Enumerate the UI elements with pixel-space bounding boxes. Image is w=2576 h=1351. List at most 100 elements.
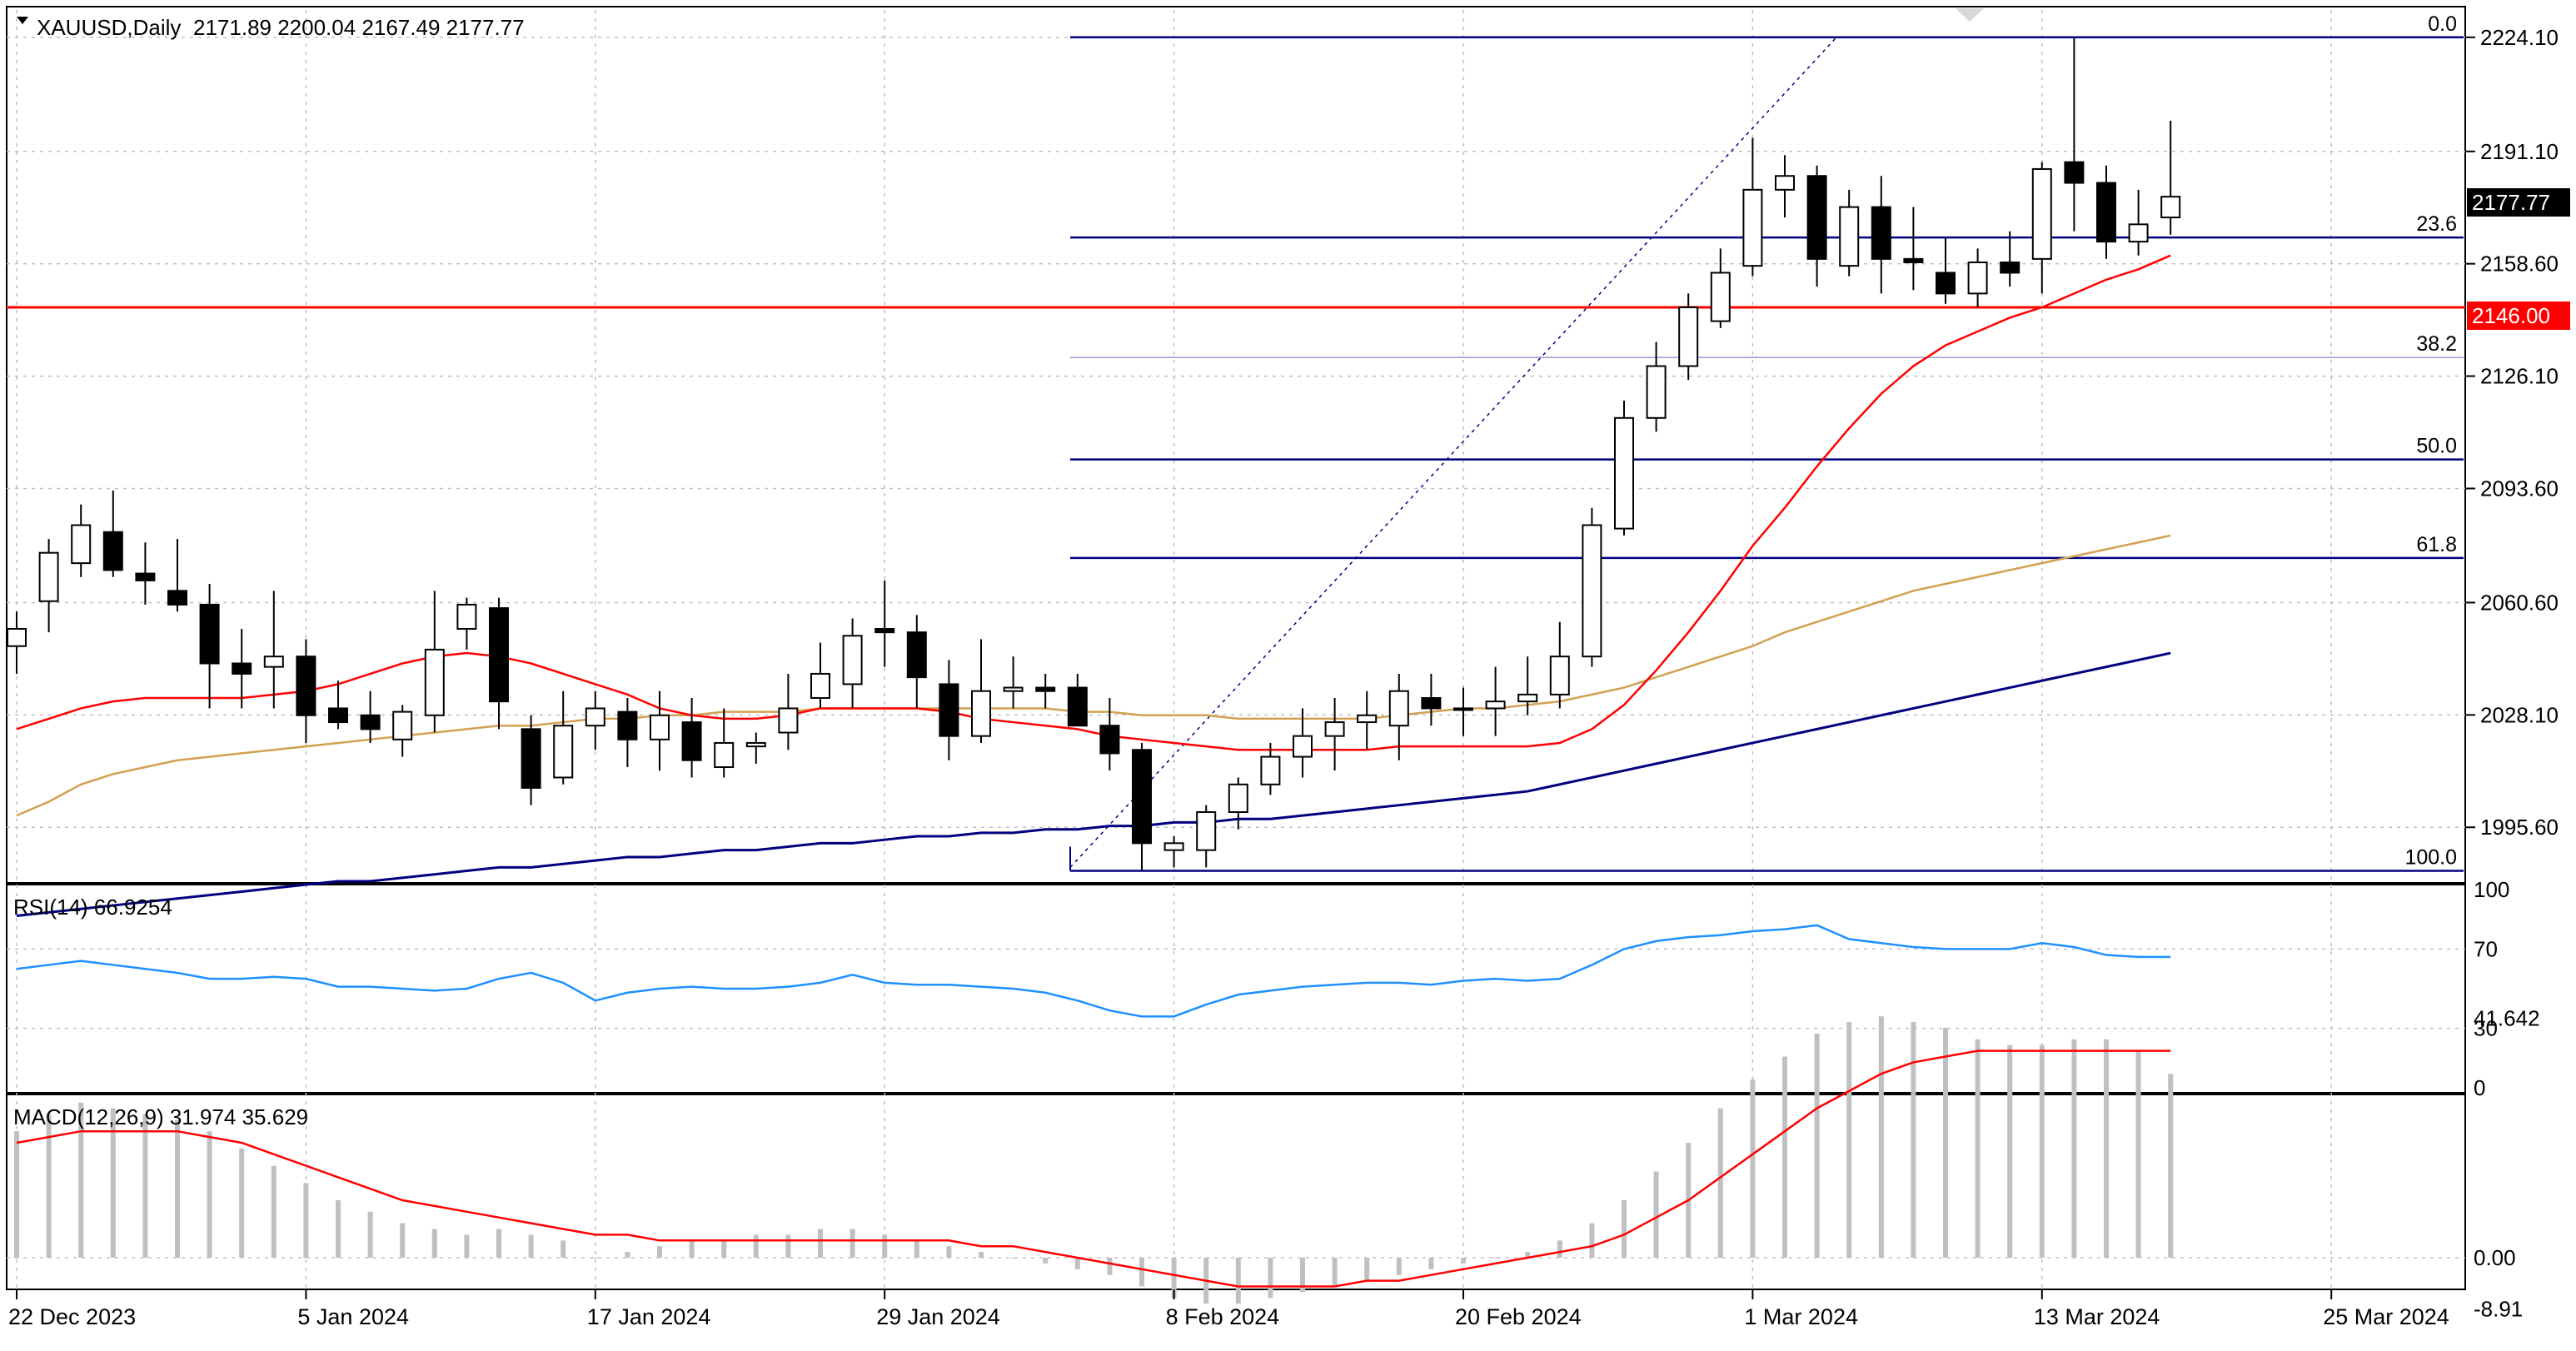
macd-histogram-bar — [1428, 1258, 1434, 1269]
candle-bull — [585, 707, 605, 727]
macd-histogram-bar — [1139, 1258, 1144, 1287]
macd-histogram-bar — [46, 1114, 52, 1258]
macd-histogram-bar — [336, 1200, 341, 1258]
candle-bear — [2096, 182, 2116, 243]
candle-bull — [1260, 755, 1281, 785]
rsi-tick-label: 30 — [2474, 1016, 2498, 1041]
candle-bull — [1324, 721, 1345, 737]
macd-histogram-bar — [1622, 1200, 1627, 1258]
candle-bull — [263, 656, 284, 668]
candle-bull — [1163, 842, 1184, 851]
macd-histogram-bar — [914, 1240, 919, 1258]
candle-bear — [1871, 206, 1891, 260]
time-tick-label: 22 Dec 2023 — [8, 1304, 136, 1329]
time-tick-label: 5 Jan 2024 — [297, 1304, 409, 1329]
macd-histogram-bar — [1975, 1039, 1981, 1258]
candle-bull — [2160, 196, 2181, 219]
macd-histogram-bar — [818, 1229, 823, 1258]
candle-bull — [714, 741, 735, 769]
candle-bull — [1839, 206, 1860, 267]
candle-bull — [1775, 175, 1795, 191]
time-tick-label: 29 Jan 2024 — [876, 1304, 1000, 1329]
fib-level-label: 38.2 — [2416, 332, 2457, 356]
candle-bull — [650, 714, 670, 740]
candle-bear — [681, 721, 702, 761]
macd-histogram-bar — [946, 1246, 952, 1258]
fibonacci-retracement[interactable]: 0.0 23.6 38.2 50.0 61.8 100.0 — [1069, 12, 2464, 872]
candle-bull — [456, 603, 477, 630]
macd-histogram-bar — [689, 1240, 695, 1258]
candle-bull — [1357, 714, 1378, 724]
time-axis: 22 Dec 2023 5 Jan 2024 17 Jan 2024 29 Jan 2… — [8, 1289, 2449, 1329]
candle-bear — [489, 607, 509, 703]
rsi-tick-label: 70 — [2474, 936, 2498, 961]
candle-bull — [1710, 272, 1731, 322]
macd-histogram-bar — [592, 1258, 598, 1259]
dropdown-triangle-icon[interactable] — [17, 17, 28, 24]
candle-bull — [810, 672, 830, 700]
candle-bear — [1132, 749, 1152, 845]
macd-histogram-bar — [2104, 1039, 2109, 1258]
fib-trendline — [1069, 37, 1837, 868]
candle-bear — [906, 631, 927, 679]
macd-histogram-bar — [431, 1229, 437, 1258]
macd-panel-frame — [6, 1094, 2466, 1290]
candle-bull — [1196, 810, 1217, 851]
price-tick-label: 2126.10 — [2480, 364, 2559, 389]
macd-histogram-bar — [850, 1229, 855, 1258]
candle-bull — [7, 627, 27, 647]
fib-level-label: 50.0 — [2416, 435, 2457, 458]
macd-histogram-bar — [1589, 1223, 1595, 1258]
price-tick-label: 2224.10 — [2480, 25, 2559, 50]
candle-bull — [1517, 693, 1538, 703]
macd-histogram-bar — [1525, 1252, 1531, 1258]
macd-histogram-bar — [1943, 1028, 1948, 1258]
macd-histogram-bar — [110, 1108, 116, 1258]
candle-bull — [392, 710, 413, 740]
price-axis: 2224.10 2191.10 2158.60 2126.10 2093.60 2060.… — [2465, 25, 2559, 840]
macd-tick-label: -8.91 — [2474, 1296, 2523, 1321]
candle-bear — [328, 707, 348, 724]
candle-bear — [939, 683, 959, 737]
candle-bull — [1388, 690, 1409, 727]
macd-histogram-bar — [1846, 1022, 1852, 1258]
macd-histogram-bar — [175, 1119, 180, 1258]
time-tick-label: 13 Mar 2024 — [2034, 1304, 2160, 1329]
price-tick-label: 1995.60 — [2480, 815, 2559, 840]
price-tick-label: 2060.60 — [2480, 590, 2559, 615]
candle-bear — [167, 590, 187, 606]
macd-histogram-bar — [1043, 1258, 1049, 1264]
candle-bear — [521, 728, 541, 789]
hline-price-tag — [2467, 302, 2570, 330]
macd-histogram-bar — [496, 1229, 501, 1258]
candle-bull — [1742, 188, 1763, 267]
fib-level-label: 100.0 — [2404, 846, 2457, 870]
macd-histogram-bar — [14, 1131, 19, 1258]
macd-histogram-bar — [367, 1211, 373, 1258]
candle-bear — [135, 572, 156, 581]
macd-histogram-bar — [1911, 1022, 1916, 1258]
macd-histogram-bar — [1364, 1258, 1370, 1281]
macd-histogram-bar — [400, 1223, 406, 1258]
candle-bear — [617, 710, 638, 740]
candle-bull — [971, 690, 991, 737]
time-tick-label: 20 Feb 2024 — [1455, 1304, 1582, 1329]
candle-bear — [1099, 725, 1120, 755]
macd-histogram-bar — [1782, 1056, 1787, 1258]
macd-histogram-bar — [239, 1148, 245, 1258]
candle-bull — [1293, 735, 1313, 758]
macd-histogram-bar — [2168, 1074, 2174, 1258]
shift-marker-icon[interactable] — [1956, 8, 1984, 22]
current-price-tag — [2467, 188, 2570, 217]
macd-histogram-bar — [303, 1183, 309, 1258]
rsi-title: RSI(14) 66.9254 — [13, 895, 172, 920]
candle-bull — [2128, 223, 2149, 243]
candle-bull — [1678, 306, 1699, 367]
candle-bear — [199, 603, 220, 665]
macd-tick-label: 41.642 — [2474, 1006, 2540, 1031]
macd-histogram-bar — [528, 1234, 534, 1258]
macd-histogram-bar — [271, 1165, 277, 1258]
macd-indicator: 41.642 0.00 -8.91 — [7, 1006, 2540, 1321]
time-tick-label: 8 Feb 2024 — [1166, 1304, 1280, 1329]
